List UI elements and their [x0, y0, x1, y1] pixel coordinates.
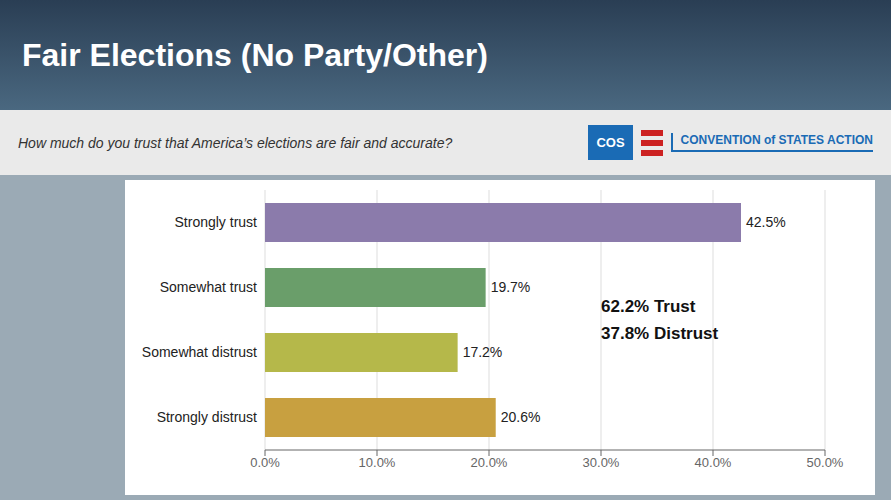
- svg-text:40.0%: 40.0%: [695, 455, 732, 470]
- html-text:CONVENTION of STATES ACTION: CONVENTION of STATES ACTION: [680, 133, 873, 147]
- svg-text:Strongly trust: Strongly trust: [175, 214, 258, 230]
- svg-text:42.5%: 42.5%: [746, 214, 786, 230]
- svg-text:Somewhat trust: Somewhat trust: [160, 279, 257, 295]
- svg-text:20.0%: 20.0%: [471, 455, 508, 470]
- html-text:37.8% Distrust: 37.8% Distrust: [601, 324, 719, 343]
- svg-text:0.0%: 0.0%: [250, 455, 280, 470]
- svg-text:50.0%: 50.0%: [807, 455, 844, 470]
- svg-text:20.6%: 20.6%: [501, 409, 541, 425]
- html-text:Fair Elections (No Party/Other: Fair Elections (No Party/Other): [22, 36, 488, 73]
- svg-text:19.7%: 19.7%: [491, 279, 531, 295]
- html-text:How much do you trust that Ame: How much do you trust that America’s ele…: [18, 134, 453, 151]
- svg-text:17.2%: 17.2%: [463, 344, 503, 360]
- svg-text:10.0%: 10.0%: [359, 455, 396, 470]
- html-text:COS: COS: [596, 135, 625, 150]
- svg-text:30.0%: 30.0%: [583, 455, 620, 470]
- html-text:62.2% Trust: 62.2% Trust: [601, 296, 696, 316]
- svg-text:Somewhat distrust: Somewhat distrust: [142, 344, 257, 360]
- svg-text:Strongly distrust: Strongly distrust: [157, 409, 257, 425]
